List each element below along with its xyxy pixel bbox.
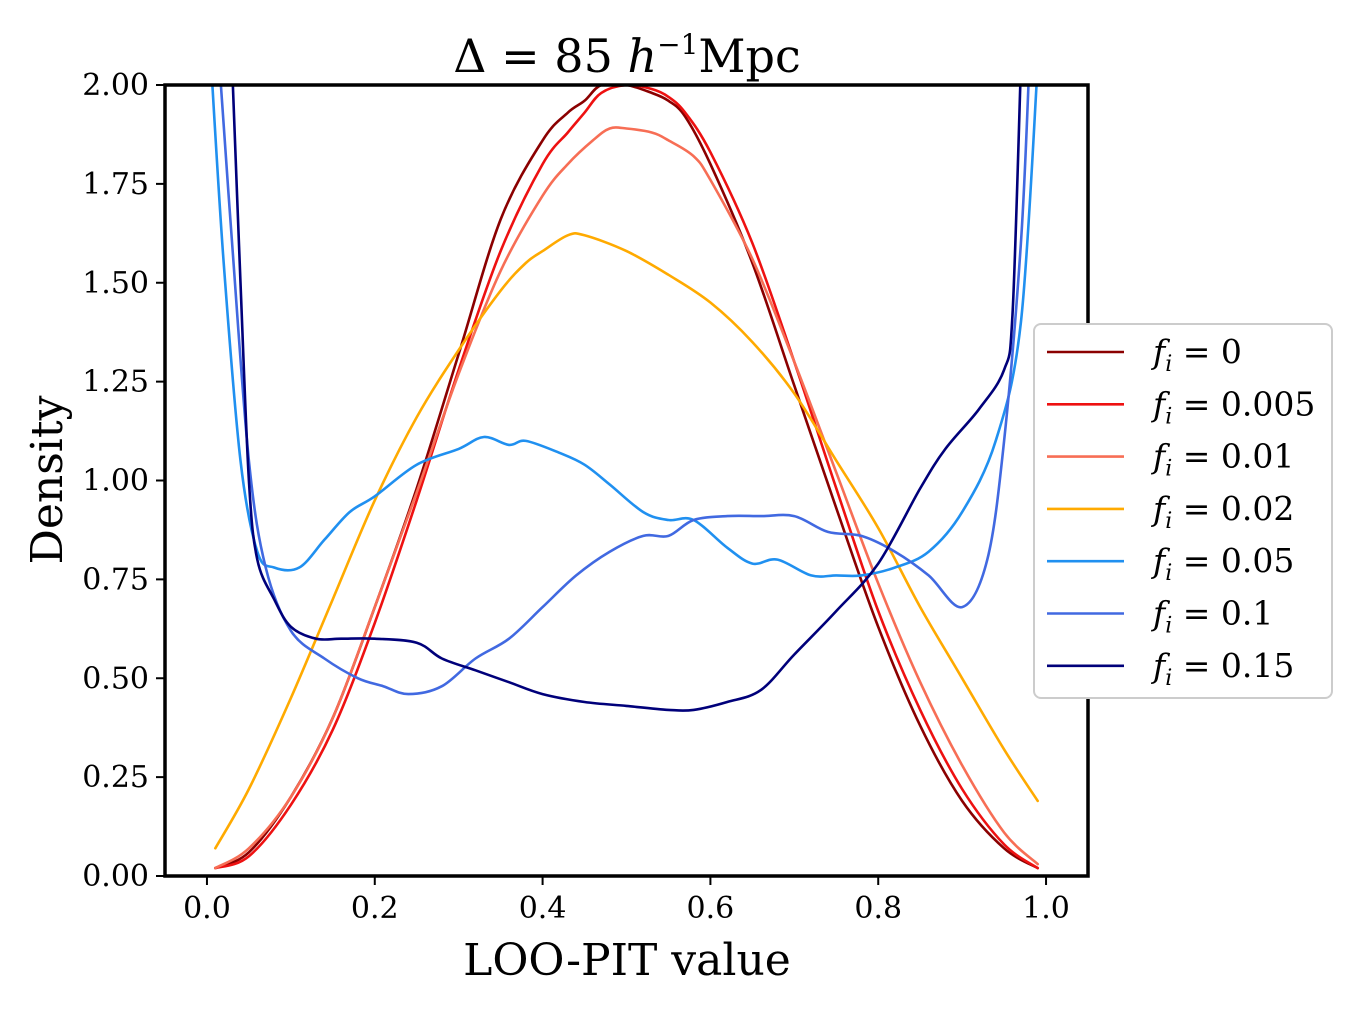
series-line-0	[214, 85, 1039, 870]
y-axis-label: Density	[22, 395, 73, 564]
legend-box	[1033, 323, 1333, 699]
x-tick-label: 0.4	[519, 891, 567, 926]
x-axis-label: LOO-PIT value	[463, 935, 791, 986]
y-tick-labels: 0.00 0.25 0.50 0.75 1.00 1.25 1.50 1.75 2.00	[82, 68, 149, 894]
legend-entry: fi = 0.05	[1047, 541, 1294, 586]
legend-label: fi = 0.05	[1150, 541, 1294, 586]
y-tick-label: 0.00	[82, 859, 149, 894]
y-tick-label: 1.00	[82, 464, 149, 499]
series-line-1	[214, 85, 1039, 870]
legend-label: fi = 0.15	[1150, 646, 1294, 691]
series-line-5	[219, 85, 1030, 696]
y-tick-label: 0.50	[82, 661, 149, 696]
legend-label: fi = 0.01	[1150, 437, 1294, 482]
y-tick-label: 1.75	[82, 167, 149, 202]
series-lines	[211, 85, 1039, 870]
y-tick-label: 0.25	[82, 760, 149, 795]
y-tick-label: 2.00	[82, 68, 149, 103]
x-tick-label: 0.0	[183, 891, 231, 926]
series-line-3	[214, 232, 1039, 850]
axis-ticks	[156, 84, 1048, 885]
x-tick-label: 0.2	[351, 891, 399, 926]
x-tick-label: 1.0	[1022, 891, 1070, 926]
series-line-6	[231, 85, 1022, 712]
legend-label: fi = 0.02	[1150, 489, 1294, 534]
series-line-2	[214, 126, 1039, 870]
plot-frame	[163, 83, 1090, 878]
x-tick-labels: 0.0 0.2 0.4 0.6 0.8 1.0	[183, 891, 1070, 926]
y-tick-label: 1.50	[82, 266, 149, 301]
legend-label: fi = 0	[1150, 332, 1242, 377]
legend-label: fi = 0.005	[1150, 384, 1315, 429]
legend-entry: fi = 0.01	[1047, 437, 1294, 482]
chart-title: Δ = 85 h−1Mpc	[453, 28, 800, 83]
series-line-4	[211, 85, 1038, 578]
x-tick-label: 0.6	[687, 891, 735, 926]
y-tick-label: 0.75	[82, 562, 149, 597]
legend: fi = 0 fi = 0.005 fi = 0.01 fi = 0.02 fi = 0…	[1033, 323, 1333, 699]
x-tick-label: 0.8	[854, 891, 902, 926]
y-tick-label: 1.25	[82, 365, 149, 400]
